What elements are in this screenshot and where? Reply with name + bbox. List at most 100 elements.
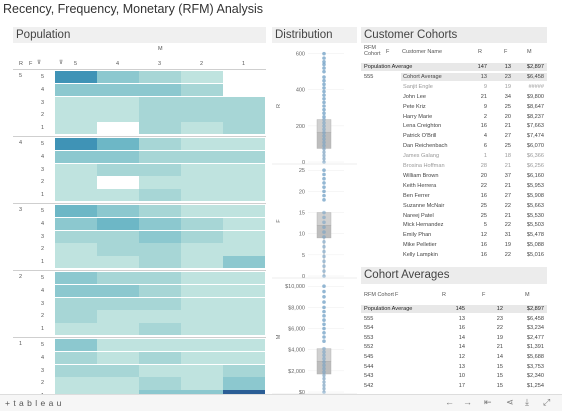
ca-table-row[interactable]: 553 14 19 $2,477 bbox=[361, 334, 547, 342]
cc-table-row[interactable]: Kelly Lampkin 16 22 $5,016 bbox=[361, 251, 547, 259]
cc-table-row[interactable]: Brosina Hoffman 28 21 $6,256 bbox=[361, 162, 547, 170]
distribution-point[interactable] bbox=[322, 210, 326, 215]
distribution-point[interactable] bbox=[322, 189, 326, 194]
ca-table-row[interactable]: 555 13 23 $6,458 bbox=[361, 315, 547, 323]
heatmap-cell[interactable] bbox=[139, 150, 181, 164]
distribution-point[interactable] bbox=[322, 130, 326, 135]
distribution-point[interactable] bbox=[322, 322, 326, 327]
heatmap-cell[interactable] bbox=[223, 230, 265, 243]
heatmap-cell[interactable] bbox=[97, 339, 139, 352]
distribution-point[interactable] bbox=[322, 269, 326, 273]
ca-table-row[interactable]: 554 16 22 $3,234 bbox=[361, 324, 547, 332]
heatmap-cell[interactable] bbox=[97, 243, 139, 256]
heatmap-cell[interactable] bbox=[97, 122, 139, 135]
heatmap-cell[interactable] bbox=[55, 310, 97, 323]
heatmap-cell[interactable] bbox=[181, 230, 223, 243]
distribution-point[interactable] bbox=[322, 289, 326, 294]
distribution-point[interactable] bbox=[322, 244, 326, 249]
distribution-point[interactable] bbox=[322, 168, 326, 173]
share-icon[interactable]: ⋖ bbox=[506, 397, 514, 407]
heatmap-cell[interactable] bbox=[97, 230, 139, 243]
heatmap-cell[interactable] bbox=[97, 71, 139, 84]
distribution-point[interactable] bbox=[322, 93, 326, 97]
cc-table-row[interactable]: Dan Reichenbach 6 25 $6,070 bbox=[361, 142, 547, 150]
distribution-point[interactable] bbox=[322, 150, 326, 155]
distribution-point[interactable] bbox=[322, 305, 326, 310]
cc-table-row[interactable]: Mick Hernandez 5 22 $5,503 bbox=[361, 221, 547, 229]
heatmap-cell[interactable] bbox=[55, 189, 97, 202]
distribution-point[interactable] bbox=[322, 137, 326, 141]
distribution-point[interactable] bbox=[322, 51, 326, 56]
heatmap-cell[interactable] bbox=[223, 284, 265, 298]
distribution-point[interactable] bbox=[322, 326, 326, 331]
heatmap-cell[interactable] bbox=[97, 205, 139, 218]
distribution-point[interactable] bbox=[322, 134, 326, 138]
heatmap-cell[interactable] bbox=[139, 351, 181, 365]
heatmap-cell[interactable] bbox=[181, 310, 223, 323]
heatmap-cell[interactable] bbox=[139, 364, 181, 377]
heatmap-cell[interactable] bbox=[223, 96, 265, 109]
cc-table-row[interactable]: Harry Marie 2 20 $8,237 bbox=[361, 113, 547, 121]
heatmap-cell[interactable] bbox=[139, 205, 181, 218]
heatmap-cell[interactable] bbox=[181, 364, 223, 377]
heatmap-cell[interactable] bbox=[55, 284, 97, 298]
heatmap-cell[interactable] bbox=[97, 351, 139, 365]
heatmap-cell[interactable] bbox=[55, 217, 97, 231]
distribution-point[interactable] bbox=[322, 56, 326, 60]
distribution-point[interactable] bbox=[322, 335, 326, 339]
heatmap-cell[interactable] bbox=[97, 189, 139, 202]
cc-table-row[interactable]: Nareej Patel 25 21 $5,530 bbox=[361, 212, 547, 220]
heatmap-cell[interactable] bbox=[55, 377, 97, 390]
heatmap-cell[interactable] bbox=[181, 351, 223, 365]
distribution-point[interactable] bbox=[322, 225, 326, 229]
heatmap-cell[interactable] bbox=[55, 83, 97, 97]
distribution-point[interactable] bbox=[322, 96, 326, 101]
heatmap-cell[interactable] bbox=[97, 323, 139, 336]
distribution-point[interactable] bbox=[322, 390, 326, 394]
distribution-point[interactable] bbox=[322, 363, 326, 368]
distribution-point[interactable] bbox=[322, 330, 326, 335]
heatmap-cell[interactable] bbox=[223, 217, 265, 231]
distribution-point[interactable] bbox=[322, 353, 326, 358]
heatmap-cell[interactable] bbox=[223, 109, 265, 122]
heatmap-cell[interactable] bbox=[139, 256, 181, 269]
distribution-point[interactable] bbox=[322, 160, 326, 164]
heatmap-cell[interactable] bbox=[181, 377, 223, 390]
heatmap-cell[interactable] bbox=[55, 122, 97, 135]
cc-table-row[interactable]: Sanjit Engle 9 19 ##### bbox=[361, 83, 547, 91]
distribution-point[interactable] bbox=[322, 143, 326, 148]
heatmap-cell[interactable] bbox=[181, 339, 223, 352]
heatmap-cell[interactable] bbox=[139, 284, 181, 298]
heatmap-cell[interactable] bbox=[223, 163, 265, 176]
redo-icon[interactable]: → bbox=[463, 397, 472, 407]
heatmap-cell[interactable] bbox=[139, 176, 181, 189]
heatmap-cell[interactable] bbox=[55, 243, 97, 256]
heatmap-cell[interactable] bbox=[181, 71, 223, 84]
cc-table-row[interactable]: 555 Cohort Average 13 23 $6,458 bbox=[361, 72, 547, 82]
heatmap-cell[interactable] bbox=[223, 323, 265, 336]
heatmap-cell[interactable] bbox=[181, 205, 223, 218]
distribution-point[interactable] bbox=[322, 339, 326, 344]
distribution-point[interactable] bbox=[322, 220, 326, 225]
distribution-point[interactable] bbox=[322, 127, 326, 132]
heatmap-cell[interactable] bbox=[55, 150, 97, 164]
cc-table-row[interactable]: Keith Herrera 22 21 $5,953 bbox=[361, 182, 547, 190]
heatmap-cell[interactable] bbox=[139, 138, 181, 151]
distribution-point[interactable] bbox=[322, 215, 326, 220]
download-icon[interactable]: ⤓ bbox=[525, 397, 529, 407]
heatmap-cell[interactable] bbox=[97, 176, 139, 189]
distribution-point[interactable] bbox=[322, 230, 326, 234]
heatmap-cell[interactable] bbox=[139, 122, 181, 135]
heatmap-cell[interactable] bbox=[139, 217, 181, 231]
distribution-point[interactable] bbox=[322, 284, 326, 289]
heatmap-cell[interactable] bbox=[181, 163, 223, 176]
distribution-point[interactable] bbox=[322, 346, 326, 351]
heatmap-cell[interactable] bbox=[139, 96, 181, 109]
fullscreen-icon[interactable]: ⤢ bbox=[543, 397, 551, 407]
distribution-point[interactable] bbox=[322, 198, 326, 202]
heatmap-cell[interactable] bbox=[97, 364, 139, 377]
heatmap-cell[interactable] bbox=[181, 284, 223, 298]
cc-table-row[interactable]: Lena Creighton 16 21 $7,663 bbox=[361, 122, 547, 130]
heatmap-cell[interactable] bbox=[223, 176, 265, 189]
distribution-point[interactable] bbox=[322, 373, 326, 378]
